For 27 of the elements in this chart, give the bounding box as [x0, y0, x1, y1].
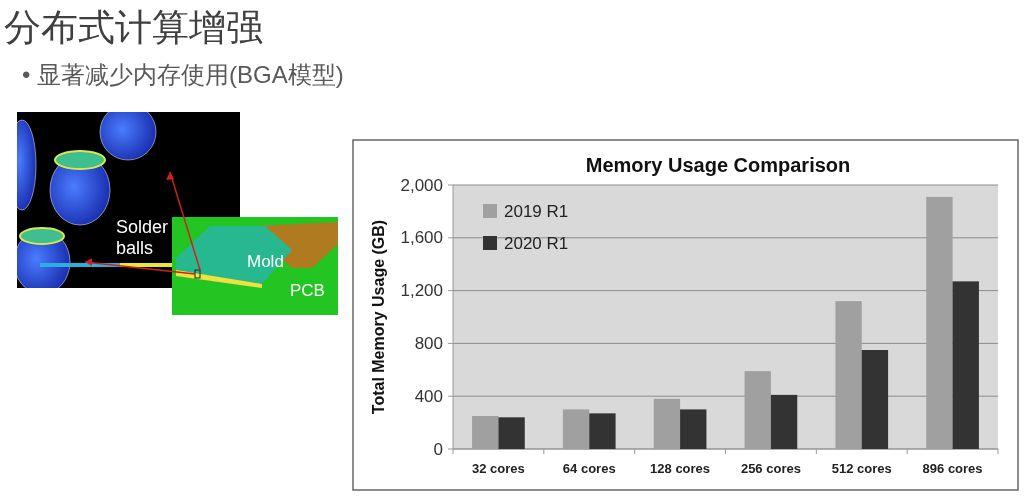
- y-tick-label: 0: [433, 439, 443, 459]
- y-tick-label: 1,600: [400, 228, 443, 248]
- bar: [498, 417, 525, 449]
- chart-title: Memory Usage Comparison: [585, 154, 851, 176]
- y-tick-label: 1,200: [400, 281, 443, 301]
- x-tick-label: 64 cores: [562, 461, 616, 476]
- bar: [589, 413, 616, 449]
- bar: [770, 394, 798, 449]
- text: 分布式计算增强: [4, 7, 263, 48]
- x-tick-label: 896 cores: [922, 461, 983, 476]
- bar: [861, 350, 889, 449]
- legend-label: 2020 R1: [504, 233, 569, 253]
- y-tick-label: 800: [414, 333, 443, 353]
- text: Solder balls: [116, 217, 169, 258]
- y-tick-label: 400: [414, 386, 443, 406]
- bar: [680, 409, 707, 449]
- y-axis-title: Total Memory Usage (GB): [370, 219, 387, 415]
- text: Mold: [247, 252, 284, 271]
- x-tick-label: 32 cores: [472, 461, 525, 476]
- x-tick-label: 256 cores: [740, 461, 801, 476]
- y-tick-label: 2,000: [400, 175, 443, 195]
- x-tick-label: 128 cores: [650, 461, 711, 476]
- text: PCB: [290, 281, 325, 300]
- x-tick-label: 512 cores: [831, 461, 892, 476]
- bar: [952, 281, 979, 449]
- legend-label: 2019 R1: [504, 201, 569, 221]
- text: • 显著减少内存使用(BGA模型): [22, 61, 344, 88]
